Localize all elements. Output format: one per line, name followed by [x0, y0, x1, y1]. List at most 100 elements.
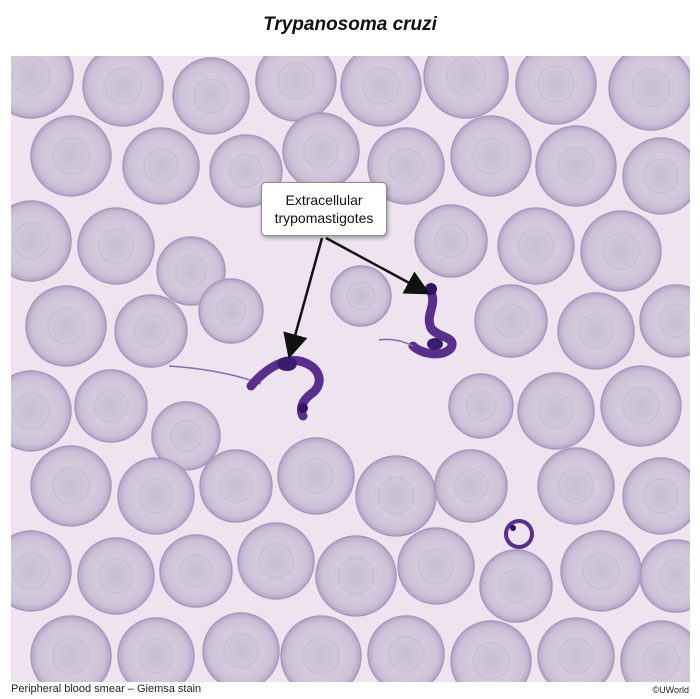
red-blood-cell-pallor: [12, 222, 50, 260]
red-blood-cell: [114, 294, 188, 368]
red-blood-cell: [282, 112, 360, 190]
platelet-cluster: [504, 519, 534, 549]
red-blood-cell-pallor: [537, 65, 575, 103]
red-blood-cell: [515, 56, 597, 125]
red-blood-cell-pallor: [302, 637, 340, 675]
red-blood-cell-pallor: [622, 387, 660, 425]
figure-caption: Peripheral blood smear – Giemsa stain: [11, 683, 202, 695]
red-blood-cell: [622, 137, 690, 215]
red-blood-cell: [608, 56, 690, 131]
red-blood-cell: [202, 612, 280, 682]
red-blood-cell: [434, 449, 508, 523]
red-blood-cell: [117, 617, 195, 682]
red-blood-cell-pallor: [558, 638, 594, 674]
red-blood-cell: [639, 539, 690, 613]
callout-label: Extracellular trypomastigotes: [261, 182, 387, 236]
red-blood-cell: [199, 449, 273, 523]
red-blood-cell-pallor: [179, 554, 213, 588]
red-blood-cell: [580, 210, 662, 292]
red-blood-cell: [25, 285, 107, 367]
red-blood-cell: [198, 278, 264, 344]
red-blood-cell-pallor: [643, 158, 679, 194]
red-blood-cell-pallor: [94, 389, 128, 423]
red-blood-cell-pallor: [277, 62, 315, 100]
red-blood-cell: [30, 115, 112, 197]
red-blood-cell-pallor: [388, 636, 424, 672]
red-blood-cell: [474, 284, 548, 358]
red-blood-cell: [77, 537, 155, 615]
red-blood-cell-pallor: [303, 133, 339, 169]
red-blood-cell: [237, 522, 315, 600]
red-blood-cell: [620, 620, 690, 682]
red-blood-cell-pallor: [472, 137, 510, 175]
red-blood-cell-pallor: [659, 304, 690, 338]
red-blood-cell-pallor: [557, 147, 595, 185]
red-blood-cell-pallor: [12, 392, 50, 430]
red-blood-cell-pallor: [472, 642, 510, 680]
red-blood-cell-pallor: [138, 638, 174, 674]
red-blood-cell-pallor: [298, 458, 334, 494]
red-blood-cell-pallor: [52, 637, 90, 675]
red-blood-cell-pallor: [388, 148, 424, 184]
red-blood-cell-pallor: [216, 296, 246, 326]
red-blood-cell-pallor: [170, 420, 202, 452]
red-blood-cell: [159, 534, 233, 608]
red-blood-cell: [77, 207, 155, 285]
red-blood-cell: [277, 437, 355, 515]
red-blood-cell-pallor: [362, 67, 400, 105]
red-blood-cell-pallor: [377, 477, 415, 515]
red-blood-cell: [537, 617, 615, 682]
red-blood-cell: [82, 56, 164, 127]
red-blood-cell: [280, 615, 362, 682]
red-blood-cell: [11, 370, 72, 452]
red-blood-cell: [535, 125, 617, 207]
red-blood-cell: [151, 401, 221, 471]
red-blood-cell-pallor: [337, 557, 375, 595]
red-blood-cell-pallor: [11, 56, 51, 96]
copyright-credit: ©UWorld: [652, 685, 689, 695]
red-blood-cell-pallor: [258, 543, 294, 579]
callout-line-2: trypomastigotes: [274, 210, 374, 226]
red-blood-cell: [448, 373, 514, 439]
red-blood-cell-pallor: [418, 548, 454, 584]
red-blood-cell: [30, 445, 112, 527]
red-blood-cell: [479, 549, 553, 623]
red-blood-cell-pallor: [52, 467, 90, 505]
red-blood-cell-pallor: [518, 228, 554, 264]
red-blood-cell: [122, 127, 200, 205]
red-blood-cell-pallor: [219, 469, 253, 503]
red-blood-cell: [497, 207, 575, 285]
red-blood-cell-pallor: [175, 255, 207, 287]
red-blood-cell-pallor: [642, 642, 680, 680]
red-blood-cell-pallor: [578, 313, 614, 349]
red-blood-cell-pallor: [134, 314, 168, 348]
red-blood-cell: [560, 530, 642, 612]
red-blood-cell-pallor: [143, 148, 179, 184]
red-blood-cell: [315, 535, 397, 617]
red-blood-cell-pallor: [558, 468, 594, 504]
red-blood-cell: [600, 365, 682, 447]
red-blood-cell: [517, 372, 595, 450]
red-blood-cell-pallor: [538, 393, 574, 429]
red-blood-cell: [11, 56, 74, 119]
micrograph: [11, 56, 690, 682]
red-blood-cell-pallor: [98, 558, 134, 594]
red-blood-cell: [255, 56, 337, 122]
red-blood-cell: [397, 527, 475, 605]
red-blood-cell: [557, 292, 635, 370]
red-blood-cell: [450, 115, 532, 197]
red-blood-cell: [11, 530, 72, 612]
red-blood-cell-pallor: [494, 304, 528, 338]
red-blood-cell: [340, 56, 422, 127]
red-blood-cell-pallor: [659, 559, 690, 593]
red-blood-cell: [414, 204, 488, 278]
red-blood-cell-pallor: [454, 469, 488, 503]
red-blood-cell: [74, 369, 148, 443]
trypomastigote-left: [168, 356, 324, 421]
red-blood-cell-pallor: [193, 78, 229, 114]
red-blood-cell-pallor: [466, 391, 496, 421]
red-blood-cells: [11, 56, 690, 682]
red-blood-cell: [11, 200, 72, 282]
red-blood-cell: [30, 615, 112, 682]
red-blood-cell-pallor: [446, 56, 486, 96]
